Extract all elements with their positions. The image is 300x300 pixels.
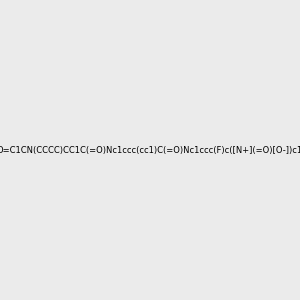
Text: O=C1CN(CCCC)CC1C(=O)Nc1ccc(cc1)C(=O)Nc1ccc(F)c([N+](=O)[O-])c1: O=C1CN(CCCC)CC1C(=O)Nc1ccc(cc1)C(=O)Nc1c… bbox=[0, 146, 300, 154]
